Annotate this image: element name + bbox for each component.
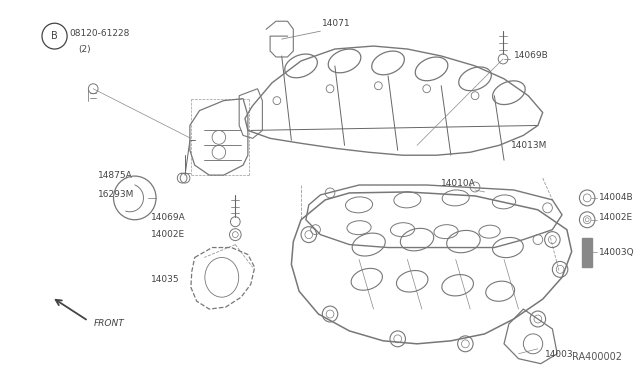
Text: 14069B: 14069B — [514, 51, 548, 61]
Text: 14003: 14003 — [545, 350, 573, 359]
Text: 14071: 14071 — [323, 19, 351, 28]
Polygon shape — [582, 238, 592, 267]
Text: 14013M: 14013M — [511, 141, 547, 150]
Text: 08120-61228: 08120-61228 — [69, 29, 129, 38]
Text: 14035: 14035 — [151, 275, 180, 284]
Text: 14002E: 14002E — [151, 230, 186, 239]
Text: 14002E: 14002E — [599, 213, 633, 222]
Text: RA400002: RA400002 — [572, 352, 621, 362]
Text: 14010A: 14010A — [441, 179, 476, 187]
Text: 16293M: 16293M — [98, 190, 134, 199]
Text: 14004B: 14004B — [599, 193, 634, 202]
Text: FRONT: FRONT — [94, 320, 125, 328]
Text: 14069A: 14069A — [151, 213, 186, 222]
Text: 14875A: 14875A — [98, 171, 133, 180]
Text: 14003Q: 14003Q — [599, 248, 634, 257]
Text: (2): (2) — [79, 45, 92, 54]
Text: B: B — [51, 31, 58, 41]
